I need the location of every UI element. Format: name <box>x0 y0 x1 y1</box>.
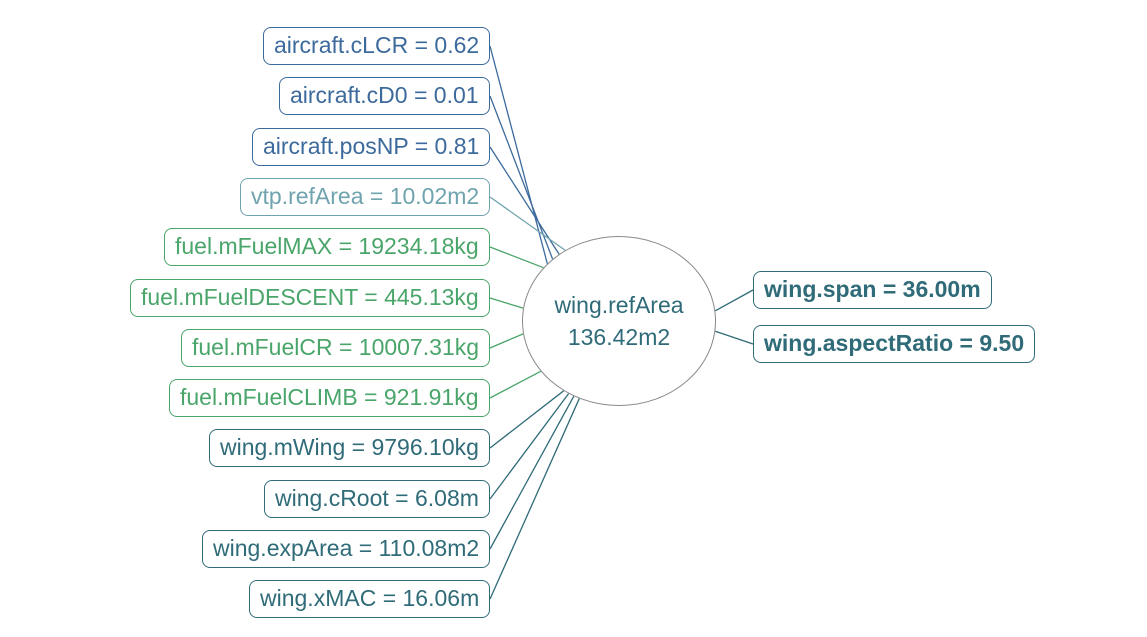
edge-input-5 <box>489 297 524 309</box>
edge-input-6 <box>489 333 524 349</box>
edge-input-8 <box>489 390 565 449</box>
edge-output-0 <box>714 289 754 312</box>
input-node-fuel-mfuelcr[interactable]: fuel.mFuelCR = 10007.31kg <box>181 329 491 367</box>
edge-input-3 <box>489 196 566 251</box>
center-node-value: 136.42m2 <box>567 324 671 350</box>
input-node-wing-croot[interactable]: wing.cRoot = 6.08m <box>264 480 490 518</box>
input-node-vtp-refarea[interactable]: vtp.refArea = 10.02m2 <box>240 178 491 216</box>
input-node-fuel-mfuelclimb[interactable]: fuel.mFuelCLIMB = 921.91kg <box>169 379 490 417</box>
input-node-fuel-mfuelmax[interactable]: fuel.mFuelMAX = 19234.18kg <box>164 228 490 266</box>
input-node-wing-mwing[interactable]: wing.mWing = 9796.10kg <box>209 429 490 467</box>
edge-input-7 <box>489 370 542 399</box>
input-node-wing-exparea[interactable]: wing.expArea = 110.08m2 <box>202 530 491 568</box>
center-node[interactable]: wing.refArea 136.42m2 <box>522 236 716 406</box>
edge-input-9 <box>489 393 570 500</box>
input-node-aircraft-clcr[interactable]: aircraft.cLCR = 0.62 <box>263 27 491 65</box>
input-node-fuel-mfueldescent[interactable]: fuel.mFuelDESCENT = 445.13kg <box>130 279 490 317</box>
edge-input-2 <box>489 146 560 255</box>
input-node-wing-xmac[interactable]: wing.xMAC = 16.06m <box>249 580 491 618</box>
edge-output-1 <box>715 330 754 345</box>
edge-input-11 <box>489 398 580 600</box>
center-node-name: wing.refArea <box>554 292 684 318</box>
edge-input-1 <box>489 95 554 260</box>
input-node-aircraft-posnp[interactable]: aircraft.posNP = 0.81 <box>252 128 491 166</box>
input-node-aircraft-cd0[interactable]: aircraft.cD0 = 0.01 <box>279 77 490 115</box>
output-node-wing-span[interactable]: wing.span = 36.00m <box>753 271 992 309</box>
edge-input-0 <box>489 45 548 264</box>
edge-input-10 <box>489 395 575 550</box>
edge-input-4 <box>489 246 544 269</box>
output-node-wing-aspectratio[interactable]: wing.aspectRatio = 9.50 <box>753 325 1036 363</box>
